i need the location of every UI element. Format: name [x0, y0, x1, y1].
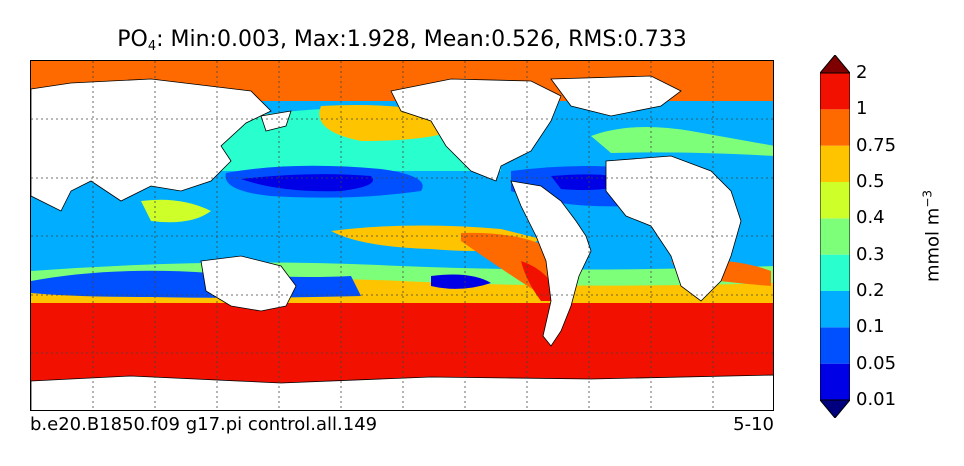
subpolar-atlantic — [591, 127, 773, 156]
title-subscript: 4 — [147, 39, 157, 54]
colorbar-segment — [820, 218, 850, 255]
colorbar-segment — [820, 363, 850, 400]
colorbar-tick-label: 0.3 — [856, 243, 885, 265]
colorbar-segment — [820, 182, 850, 219]
colorbar-frame — [820, 72, 850, 401]
africa — [605, 155, 742, 302]
colorbar-units: mmol m−3 — [921, 190, 944, 282]
units-exponent: −3 — [920, 189, 935, 208]
indonesia-band — [141, 199, 211, 223]
colorbar-tick-label: 0.5 — [856, 171, 885, 192]
case-name-label: b.e20.B1850.f09 g17.pi control.all.149 — [30, 414, 378, 435]
south-america — [510, 180, 592, 347]
australia — [200, 255, 297, 312]
kamchatka — [260, 110, 292, 132]
colorbar-tick-label: 0.4 — [856, 207, 885, 229]
graticule — [31, 61, 773, 410]
colorbar-segment — [820, 254, 850, 291]
south-pacific-core — [431, 274, 491, 289]
north-pacific-core — [241, 174, 373, 192]
colorbar-tick-label: 0.1 — [856, 316, 885, 338]
colorbar-tick-label: 0.05 — [856, 352, 897, 374]
colorbar-tick-label: 2 — [856, 62, 868, 83]
colorbar-segment — [820, 73, 850, 110]
ocean-map — [30, 60, 774, 411]
map-canvas — [31, 61, 773, 410]
colorbar-extend-min — [820, 399, 850, 418]
colorbar-segment — [820, 109, 850, 146]
units-base: mmol m — [922, 207, 944, 283]
colorbar-extend-max — [820, 55, 850, 74]
colorbar-segment — [820, 291, 850, 328]
colorbar-tick-label: 0.2 — [856, 280, 885, 301]
colorbar-tick-label: 0.75 — [856, 134, 897, 156]
north-america — [390, 78, 562, 182]
map-title: PO4: Min:0.003, Max:1.928, Mean:0.526, R… — [30, 26, 774, 54]
colorbar — [820, 55, 850, 418]
colorbar-tick-label: 1 — [856, 98, 868, 120]
antarctica — [31, 374, 773, 410]
years-label: 5-10 — [733, 414, 774, 435]
title-variable: PO — [117, 27, 148, 52]
colorbar-segment — [820, 145, 850, 182]
colorbar-tick-label: 0.01 — [856, 389, 897, 410]
title-stats: : Min:0.003, Max:1.928, Mean:0.526, RMS:… — [156, 27, 687, 52]
colorbar-segments — [820, 55, 850, 418]
colorbar-segment — [820, 327, 850, 364]
